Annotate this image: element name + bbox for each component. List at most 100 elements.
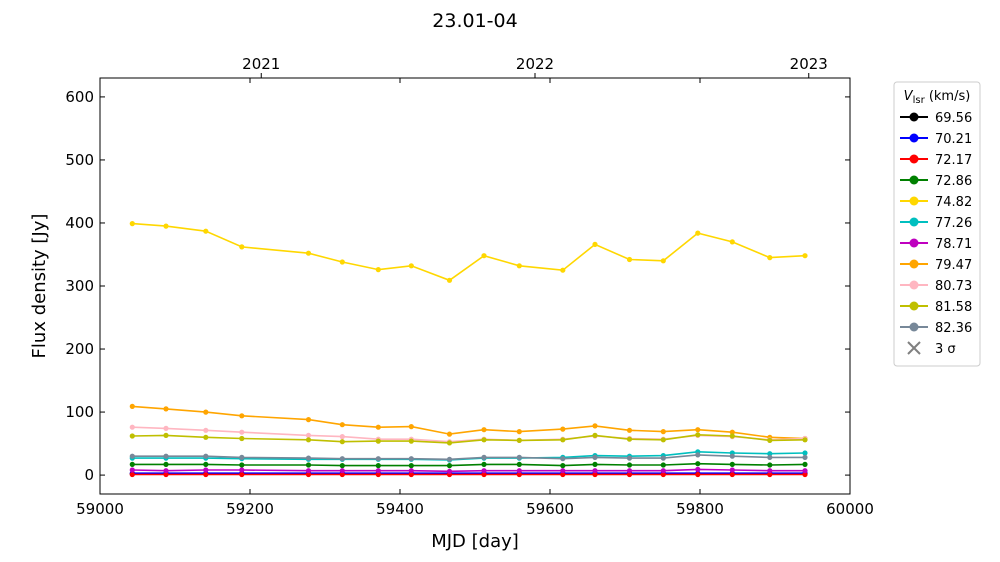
data-point <box>339 434 345 440</box>
data-point <box>339 422 345 428</box>
data-point <box>375 267 381 273</box>
data-point <box>481 437 487 443</box>
data-point <box>516 461 522 467</box>
data-point <box>729 461 735 467</box>
x-tick-label: 59200 <box>226 500 274 518</box>
data-point <box>802 468 808 474</box>
data-point <box>660 258 666 264</box>
data-point <box>560 426 566 432</box>
sigma-cross-icon <box>907 341 921 355</box>
data-point <box>129 471 135 478</box>
data-point <box>305 437 312 443</box>
series-line-72.86 <box>132 462 806 467</box>
data-point <box>516 468 522 474</box>
data-point <box>408 263 414 269</box>
legend-label-69.56: 69.56 <box>935 111 972 126</box>
x-tick-label: 59800 <box>676 500 724 518</box>
data-point <box>626 427 633 433</box>
legend-marker-72.86 <box>909 175 919 185</box>
data-point <box>767 451 773 457</box>
legend-label-82.36: 82.36 <box>935 321 972 336</box>
data-point <box>695 471 701 478</box>
data-point <box>695 452 701 458</box>
x-axis-title: MJD [day] <box>431 531 519 552</box>
data-point <box>592 461 598 467</box>
legend-label-70.21: 70.21 <box>935 132 972 147</box>
x-tick-label: 60000 <box>826 500 874 518</box>
data-point <box>305 455 312 461</box>
data-point <box>516 471 522 478</box>
data-point <box>375 471 381 478</box>
data-point <box>129 221 135 227</box>
data-point <box>339 463 345 469</box>
data-point <box>408 424 414 430</box>
data-point <box>408 471 414 478</box>
top-x-tick-label: 2021 <box>242 55 280 73</box>
data-point <box>305 432 312 438</box>
top-x-tick-label: 2023 <box>790 55 828 73</box>
data-point <box>695 230 701 236</box>
data-point <box>339 471 345 478</box>
legend-label-78.71: 78.71 <box>935 237 972 252</box>
legend: Vlsr (km/s) 69.56 70.21 72.17 72.86 74.82 77.2… <box>893 81 981 367</box>
legend-marker-72.17 <box>909 154 919 164</box>
data-point <box>129 403 135 409</box>
data-point <box>203 461 209 467</box>
data-point <box>339 468 345 474</box>
data-point <box>305 417 312 423</box>
data-point <box>163 406 169 412</box>
legend-marker-69.56 <box>909 112 919 122</box>
legend-marker-79.47 <box>909 259 919 269</box>
data-point <box>239 244 245 250</box>
data-point <box>305 462 312 468</box>
data-point <box>695 466 701 472</box>
data-point <box>767 462 773 468</box>
data-point <box>626 436 633 442</box>
legend-label-74.82: 74.82 <box>935 195 972 210</box>
data-point <box>592 432 598 438</box>
data-point <box>129 424 135 430</box>
data-point <box>203 427 209 433</box>
legend-label-72.17: 72.17 <box>935 153 972 168</box>
data-point <box>516 263 522 269</box>
data-point <box>516 437 522 443</box>
data-point <box>592 423 598 429</box>
data-point <box>729 239 735 245</box>
data-point <box>560 267 566 273</box>
data-point <box>339 439 345 445</box>
data-point <box>516 454 522 460</box>
legend-label-81.58: 81.58 <box>935 300 972 315</box>
data-point <box>729 433 735 439</box>
data-point <box>203 409 209 415</box>
data-point <box>767 471 773 478</box>
data-point <box>626 455 633 461</box>
data-point <box>560 468 566 474</box>
legend-marker-77.26 <box>909 217 919 227</box>
data-point <box>305 468 312 474</box>
data-point <box>729 453 735 459</box>
data-point <box>129 461 135 467</box>
data-point <box>660 437 666 443</box>
data-point <box>375 438 381 444</box>
data-point <box>239 471 245 478</box>
data-point <box>560 463 566 469</box>
data-point <box>626 471 633 478</box>
data-point <box>239 467 245 473</box>
data-point <box>802 253 808 259</box>
data-point <box>129 433 135 439</box>
legend-marker-82.36 <box>909 322 919 332</box>
data-point <box>767 437 773 443</box>
data-point <box>446 468 453 474</box>
data-point <box>239 429 245 435</box>
top-x-tick-label: 2022 <box>516 55 554 73</box>
legend-marker-81.58 <box>909 301 919 311</box>
legend-marker-70.21 <box>909 133 919 143</box>
data-point <box>375 468 381 474</box>
data-point <box>802 461 808 467</box>
series-line-78.71 <box>132 468 805 473</box>
data-point <box>660 462 666 468</box>
data-point <box>203 434 209 440</box>
y-axis-title: Flux density [Jy] <box>29 214 50 359</box>
series-line-74.82 <box>132 222 806 282</box>
